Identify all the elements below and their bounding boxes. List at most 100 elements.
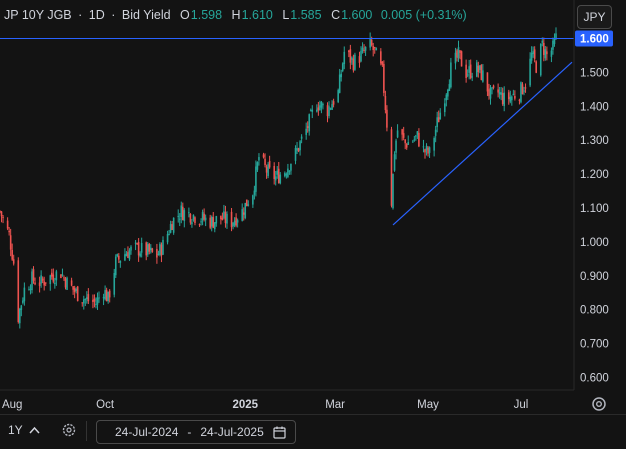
candle-body [221,217,224,220]
candle-body [284,173,286,177]
candle-body [168,233,170,235]
candle-body [300,136,303,139]
candle-body [268,160,271,168]
candle-body [86,297,88,300]
candle-body [128,250,131,260]
candle-body [61,274,64,276]
candle-body [460,51,463,67]
last-price-label: 1.600 [580,34,609,46]
candle-body [436,117,438,128]
candle-body [22,300,24,303]
candle-body [360,50,362,62]
candle-body [418,132,420,147]
candle-body [247,204,250,206]
candle-body [352,58,355,71]
candle-body [358,56,361,63]
candle-body [180,205,183,218]
candle-body [73,288,76,292]
close-label: C [331,8,341,22]
candle-body [491,87,493,89]
candle-body [351,57,353,60]
candle-body [267,164,269,176]
candle-body [230,211,233,228]
date-to: 24-Jul-2025 [200,425,264,439]
candle-body [224,212,227,223]
candle-body [194,217,196,224]
candle-body [172,217,175,233]
candle-body [317,107,320,111]
candle-body [81,302,84,304]
candle-body [113,272,116,295]
candle-body [550,50,553,57]
candle-body [489,88,492,99]
candle-body [285,174,288,176]
symbol-name[interactable]: JP 10Y JGB [4,8,72,22]
interval[interactable]: 1D [88,8,105,22]
y-tick-label: 1.400 [580,101,609,113]
date-range-button[interactable]: 24-Jul-2024 - 24-Jul-2025 [96,420,296,444]
candle-body [75,289,77,291]
candle-body [520,82,522,103]
candle-body [8,230,10,233]
candle-body [136,243,138,245]
y-tick-label: 1.100 [580,203,609,215]
currency-button[interactable]: JPY [577,5,612,29]
candle-body [151,248,154,252]
candle-body [213,222,216,230]
candle-body [236,220,239,223]
candle-body [530,52,533,61]
candle-body [383,63,385,93]
candle-body [309,110,312,112]
candle-body [114,256,117,276]
candle-body [43,281,45,286]
candle-body [119,260,122,263]
candle-body [454,52,457,64]
candle-body [546,51,548,55]
candle-body [393,154,396,171]
close-value: 1.600 [341,8,373,22]
gear-icon[interactable] [60,421,78,439]
candle-body [223,211,225,218]
candle-body [107,291,109,302]
candle-body [338,74,341,93]
candle-body [512,93,515,96]
candle-body [137,242,140,256]
candle-body [40,275,42,284]
x-tick-label: Mar [325,399,345,411]
candle-body [105,289,108,302]
candle-body [412,141,414,143]
candle-body [475,62,478,77]
candle-body [364,46,367,51]
candle-body [466,74,469,76]
candle-body [459,50,461,53]
candle-body [178,218,181,220]
settings-icon[interactable] [590,395,608,413]
candle-body [384,95,387,111]
candle-body [96,297,99,305]
candle-body [54,282,56,284]
candle-body [274,176,277,181]
candle-body [392,173,394,209]
candle-body [124,254,126,261]
candle-body [361,47,364,51]
date-dash: - [187,425,192,439]
toolbar-divider [86,421,87,441]
candle-body [331,104,333,110]
candle-body [433,138,435,151]
candle-body [326,105,329,117]
trendline[interactable] [392,61,573,226]
candle-body [29,288,32,291]
candle-body [349,49,352,63]
candle-body [468,66,470,73]
candle-body [95,303,97,305]
candle-body [294,147,297,161]
candle-body [488,89,490,96]
candle-body [63,277,65,279]
candle-body [17,260,20,323]
change-value: 0.005 (+0.31%) [380,8,467,22]
candle-body [535,61,537,73]
candle-body [157,253,160,256]
price-chart[interactable]: 0.600 0.700 0.800 0.900 1.000 1.100 1.200 1.300… [0,0,626,414]
candle-body [532,51,534,55]
period-selector[interactable]: 1Y [8,423,40,437]
